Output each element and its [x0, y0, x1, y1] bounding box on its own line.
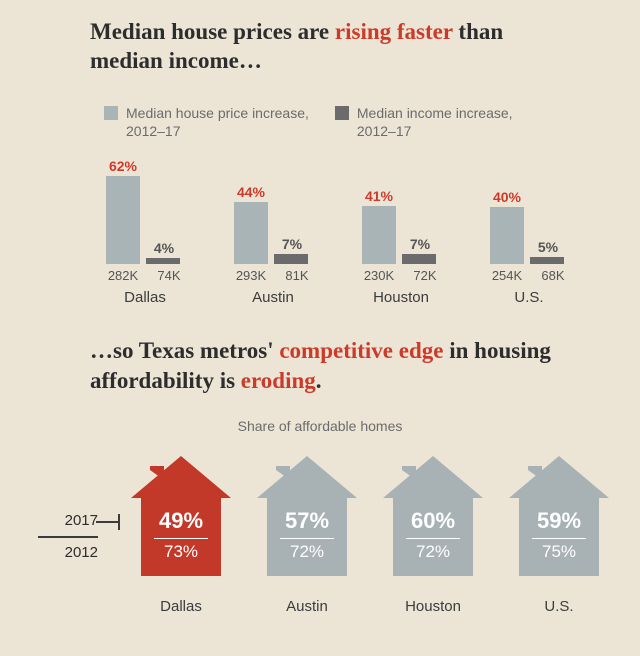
- price-pct-label: 62%: [101, 158, 145, 174]
- headline-1: Median house prices are rising faster th…: [90, 18, 580, 76]
- hl2-accent1: competitive edge: [279, 338, 443, 363]
- price-k: 254K: [486, 268, 528, 283]
- income-bar: [402, 254, 436, 264]
- house-us: 59%75%U.S.: [504, 448, 614, 578]
- year-2017: 2017: [38, 506, 98, 538]
- city-name: Austin: [218, 289, 328, 306]
- income-bar: [530, 257, 564, 264]
- legend-item-price: Median house price increase, 2012–17: [104, 104, 309, 140]
- city-group-austin: 44% 7% 293K 81K Austin: [218, 156, 328, 306]
- house-houston: 60%72%Houston: [378, 448, 488, 578]
- houses-subtitle: Share of affordable homes: [0, 418, 640, 434]
- income-bar: [274, 254, 308, 264]
- house-austin: 57%72%Austin: [252, 448, 362, 578]
- house-city-name: Houston: [378, 598, 488, 615]
- hl1-pre: Median house prices are: [90, 19, 335, 44]
- legend-swatch-price: [104, 106, 118, 120]
- year-2012: 2012: [38, 538, 98, 568]
- k-labels: 282K 74K: [90, 268, 200, 283]
- legend-swatch-income: [335, 106, 349, 120]
- city-name: U.S.: [474, 289, 584, 306]
- city-group-houston: 41% 7% 230K 72K Houston: [346, 156, 456, 306]
- income-pct-label: 7%: [398, 236, 442, 252]
- house-pct-2012: 75%: [504, 542, 614, 562]
- income-pct-label: 5%: [526, 239, 570, 255]
- bars-row: 62% 4%: [90, 156, 200, 264]
- year-axis: 2017 2012: [38, 506, 98, 568]
- house-pct-2017: 49%: [126, 508, 236, 539]
- house-city-name: U.S.: [504, 598, 614, 615]
- price-pct-label: 44%: [229, 184, 273, 200]
- price-k: 230K: [358, 268, 400, 283]
- k-labels: 230K 72K: [346, 268, 456, 283]
- divider-icon: [280, 538, 334, 539]
- hl2-post: .: [316, 368, 322, 393]
- income-bar: [146, 258, 180, 264]
- legend-item-income: Median income increase, 2012–17: [335, 104, 513, 140]
- house-pct-2012: 73%: [126, 542, 236, 562]
- income-pct-label: 4%: [142, 240, 186, 256]
- hl2-accent2: eroding: [241, 368, 316, 393]
- house-pct-2017: 59%: [504, 508, 614, 539]
- legend-text-income: Median income increase, 2012–17: [357, 104, 513, 140]
- price-pct-label: 40%: [485, 189, 529, 205]
- income-k: 72K: [404, 268, 446, 283]
- divider-icon: [154, 538, 208, 539]
- price-k: 282K: [102, 268, 144, 283]
- house-city-name: Dallas: [126, 598, 236, 615]
- k-labels: 254K 68K: [474, 268, 584, 283]
- year-tick-icon: [96, 521, 120, 523]
- income-k: 81K: [276, 268, 318, 283]
- infographic-root: Median house prices are rising faster th…: [0, 0, 640, 656]
- income-k: 74K: [148, 268, 190, 283]
- house-pct-2012: 72%: [252, 542, 362, 562]
- house-dallas: 49%73%Dallas: [126, 448, 236, 578]
- divider-icon: [532, 538, 586, 539]
- bar-chart: 62% 4% 282K 74K Dallas 44% 7% 293K 81K Austin 41% 7…: [90, 148, 582, 306]
- bars-row: 41% 7%: [346, 156, 456, 264]
- house-pct-2017: 57%: [252, 508, 362, 539]
- city-name: Dallas: [90, 289, 200, 306]
- bars-row: 44% 7%: [218, 156, 328, 264]
- house-city-name: Austin: [252, 598, 362, 615]
- city-group-dallas: 62% 4% 282K 74K Dallas: [90, 156, 200, 306]
- city-group-us: 40% 5% 254K 68K U.S.: [474, 156, 584, 306]
- price-bar: [106, 176, 140, 264]
- price-k: 293K: [230, 268, 272, 283]
- income-k: 68K: [532, 268, 574, 283]
- legend-text-price: Median house price increase, 2012–17: [126, 104, 309, 140]
- divider-icon: [406, 538, 460, 539]
- legend-income-l2: 2012–17: [357, 123, 412, 139]
- legend-income-l1: Median income increase,: [357, 105, 513, 121]
- bars-row: 40% 5%: [474, 156, 584, 264]
- price-pct-label: 41%: [357, 188, 401, 204]
- legend-price-l1: Median house price increase,: [126, 105, 309, 121]
- price-bar: [234, 202, 268, 264]
- k-labels: 293K 81K: [218, 268, 328, 283]
- house-pct-2017: 60%: [378, 508, 488, 539]
- legend-price-l2: 2012–17: [126, 123, 181, 139]
- price-bar: [490, 207, 524, 264]
- hl2-pre: …so Texas metros': [90, 338, 279, 363]
- house-pct-2012: 72%: [378, 542, 488, 562]
- houses-area: 2017 2012 49%73%Dallas57%72%Austin60%72%…: [38, 448, 608, 628]
- city-name: Houston: [346, 289, 456, 306]
- price-bar: [362, 206, 396, 264]
- hl1-accent: rising faster: [335, 19, 453, 44]
- income-pct-label: 7%: [270, 236, 314, 252]
- headline-2: …so Texas metros' competitive edge in ho…: [90, 336, 580, 396]
- legend: Median house price increase, 2012–17 Med…: [104, 104, 574, 140]
